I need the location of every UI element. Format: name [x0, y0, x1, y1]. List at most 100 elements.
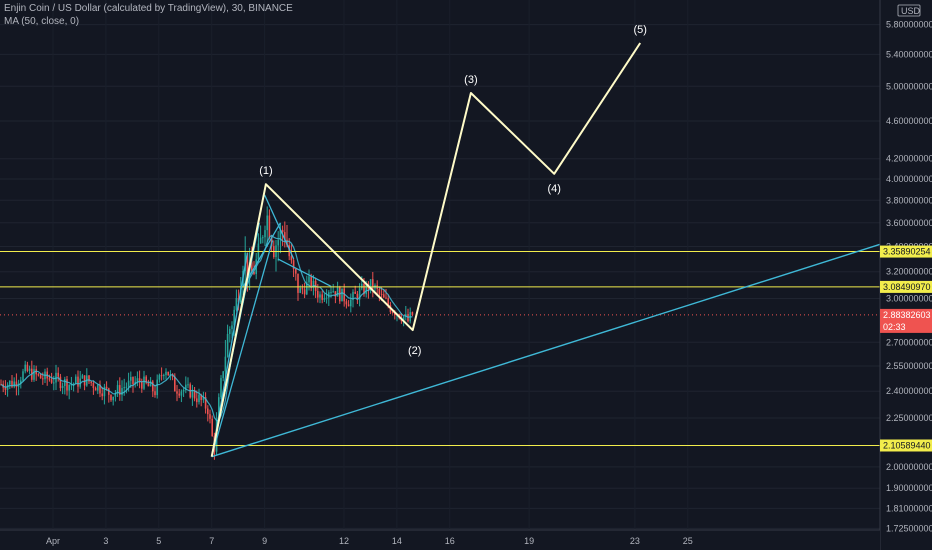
- candle-body: [361, 283, 363, 289]
- wave-drawings[interactable]: (1) (2) (3) (4) (5): [210, 24, 882, 458]
- price-axis[interactable]: 6.20000000 5.80000000 5.40000000 5.00000000…: [879, 0, 932, 550]
- level-tag[interactable]: [880, 280, 932, 293]
- wave-label: (5): [633, 24, 646, 36]
- candle-body: [13, 381, 15, 387]
- level-tag[interactable]: [880, 245, 932, 258]
- candle-body: [268, 215, 271, 239]
- candle-body: [178, 393, 180, 396]
- candle-body: [191, 390, 194, 398]
- candle-body: [387, 298, 389, 306]
- candle-body: [33, 369, 35, 380]
- time-tick-label: 25: [683, 536, 693, 546]
- candle-body: [116, 385, 119, 394]
- candle-body: [394, 312, 396, 316]
- price-tick-label: 4.00000000: [886, 174, 932, 184]
- candle-body: [402, 316, 405, 321]
- candle-body: [308, 276, 310, 283]
- wave-label: (2): [408, 345, 421, 357]
- price-tick-label: 5.80000000: [886, 20, 932, 30]
- fan-line[interactable]: [277, 258, 332, 287]
- price-tick-label: 2.40000000: [886, 386, 932, 396]
- moving-average: [0, 234, 413, 422]
- symbol-title: Enjin Coin / US Dollar (calculated by Tr…: [4, 3, 293, 14]
- countdown-label: 02:33: [883, 322, 906, 332]
- candle-body: [259, 237, 262, 244]
- candle-body: [262, 237, 264, 239]
- candle-body: [145, 376, 147, 383]
- wave-label: (4): [548, 183, 561, 195]
- candle-body: [22, 371, 24, 381]
- candle-body: [369, 279, 372, 291]
- candle-body: [68, 384, 70, 391]
- elliott-wave-path[interactable]: [210, 42, 642, 457]
- candle-body: [187, 384, 189, 386]
- candle-body: [88, 375, 90, 382]
- indicator-title: MA (50, close, 0): [4, 16, 80, 27]
- candle-body: [83, 375, 86, 386]
- candle-body: [130, 376, 132, 381]
- candle-body: [391, 311, 394, 313]
- fan-line[interactable]: [242, 222, 282, 287]
- fan-line[interactable]: [264, 194, 295, 260]
- long-trend-line[interactable]: [211, 243, 882, 458]
- candle-body: [156, 379, 158, 396]
- candle-body: [328, 292, 330, 298]
- price-tick-label: 3.00000000: [886, 294, 932, 304]
- candle-body: [28, 368, 31, 371]
- candle-body: [253, 271, 255, 275]
- candle-body: [385, 297, 387, 299]
- candle-body: [147, 382, 150, 387]
- candle-body: [229, 328, 231, 334]
- candle-body: [363, 283, 365, 295]
- time-tick-label: 19: [524, 536, 534, 546]
- level-tag-label: 3.35890254: [883, 247, 931, 257]
- currency-badge[interactable]: [897, 4, 921, 17]
- candle-body: [127, 380, 130, 387]
- candle-body: [143, 376, 145, 389]
- candle-body: [226, 333, 229, 357]
- candle-body: [336, 287, 339, 297]
- price-tick-label: 2.00000000: [886, 462, 932, 472]
- candle-body: [233, 309, 235, 326]
- grid: [0, 24, 880, 529]
- candle-body: [330, 292, 332, 294]
- time-axis[interactable]: Apr 3 5 7 9 12 14 16 19 23 25: [0, 529, 880, 550]
- candle-body: [251, 262, 253, 272]
- horizontal-levels[interactable]: [0, 251, 880, 446]
- candle-body: [231, 325, 233, 329]
- candle-body: [75, 376, 77, 384]
- candle-body: [114, 393, 117, 397]
- candle-body: [4, 387, 7, 390]
- candle-body: [301, 288, 304, 290]
- candle-body: [39, 374, 42, 379]
- candle-body: [136, 378, 139, 382]
- currency-badge-label: USD: [901, 6, 921, 16]
- candle-body: [42, 378, 44, 380]
- current-price-tag[interactable]: [880, 308, 932, 333]
- candle-body: [341, 288, 343, 302]
- candle-body: [50, 379, 53, 383]
- time-tick-label: 12: [339, 536, 349, 546]
- level-tag[interactable]: [880, 439, 932, 452]
- candle-body: [319, 294, 321, 298]
- candle-body: [343, 288, 345, 302]
- time-tick-label: 3: [103, 536, 108, 546]
- price-tick-label: 3.20000000: [886, 267, 932, 277]
- fan-line[interactable]: [211, 240, 274, 457]
- candle-body: [182, 389, 185, 392]
- candle-body: [299, 288, 301, 293]
- candle-body: [110, 394, 112, 401]
- candle-body: [235, 298, 238, 310]
- candle-body: [99, 384, 101, 394]
- candle-body: [295, 269, 297, 274]
- price-axis-bg: [880, 0, 932, 550]
- candle-body: [220, 378, 222, 398]
- price-tick-label: 2.55000000: [886, 361, 932, 371]
- candle-body: [132, 376, 134, 385]
- price-tick-label: 3.80000000: [886, 195, 932, 205]
- time-axis-bg: [0, 530, 880, 550]
- candle-body: [207, 408, 209, 415]
- ma-line: [0, 234, 413, 422]
